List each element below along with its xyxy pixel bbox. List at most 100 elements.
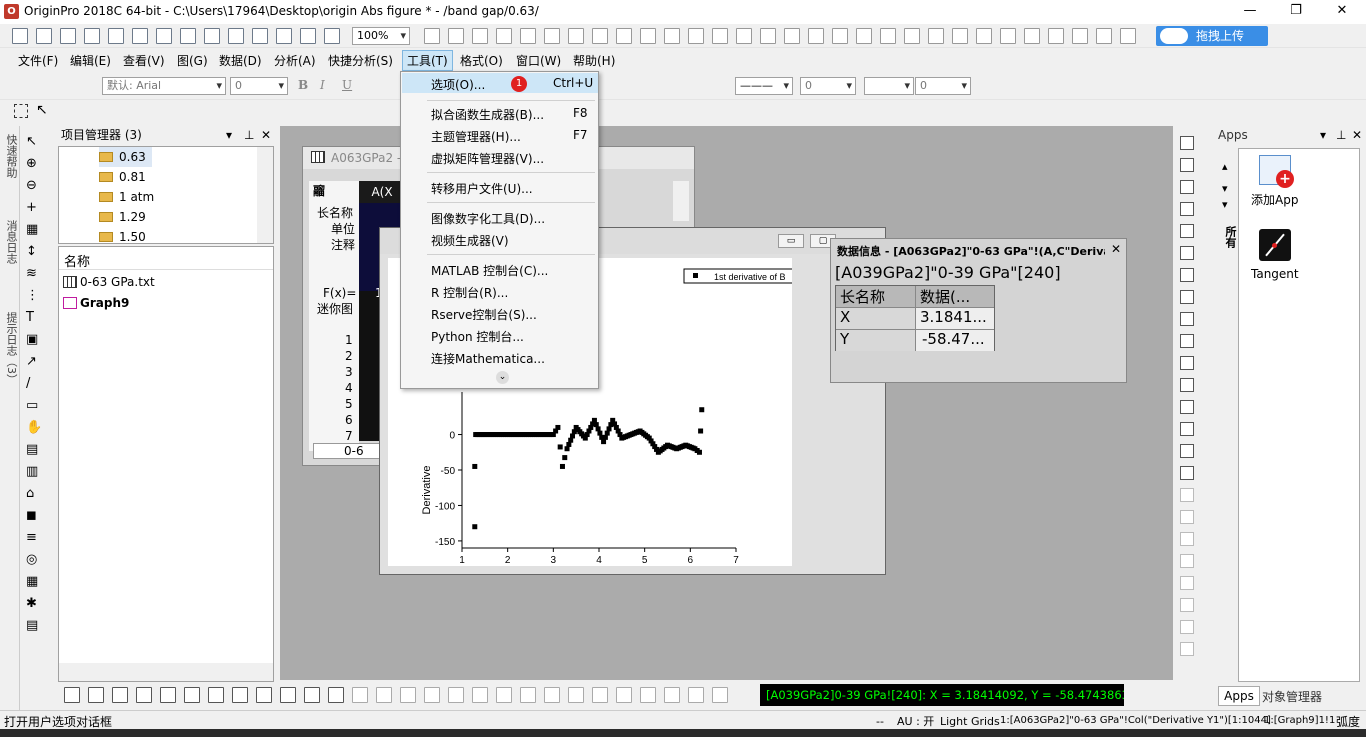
toolbar-button-icon[interactable] [616, 28, 632, 44]
toolbar-button-icon[interactable] [228, 28, 244, 44]
fill-value-select[interactable]: 0 [915, 77, 971, 95]
graph-tool-icon[interactable] [1180, 532, 1194, 546]
graph-tool-icon[interactable] [1180, 202, 1194, 216]
plot-type-icon[interactable] [400, 687, 416, 703]
menu-view[interactable]: 查看(V) [123, 54, 165, 68]
toolbar-button-icon[interactable] [180, 28, 196, 44]
apps-all-tab[interactable]: 所有 [1224, 226, 1237, 248]
toolbar-button-icon[interactable] [904, 28, 920, 44]
italic-icon[interactable]: I [320, 78, 325, 92]
toolbar-button-icon[interactable] [60, 28, 76, 44]
toolbar-button-icon[interactable] [108, 28, 124, 44]
minimize-button[interactable]: — [1243, 3, 1257, 18]
plot-type-icon[interactable] [616, 687, 632, 703]
pointer-icon[interactable]: ↖ [36, 102, 48, 118]
graph-tool-icon[interactable] [1180, 356, 1194, 370]
graph-tool-icon[interactable] [1180, 312, 1194, 326]
plot-type-icon[interactable] [640, 687, 656, 703]
expand-chevron-icon[interactable]: ⌄ [496, 371, 509, 384]
plot-type-icon[interactable] [448, 687, 464, 703]
plot-type-icon[interactable] [496, 687, 512, 703]
tool-icon[interactable]: T [26, 310, 34, 325]
font-size-select[interactable]: 0 [230, 77, 288, 95]
toolbar-button-icon[interactable] [1024, 28, 1040, 44]
plot-type-icon[interactable] [64, 687, 80, 703]
folder-item[interactable]: 1 atm [99, 187, 154, 207]
menu-graph[interactable]: 图(G) [177, 54, 208, 68]
graph-tool-icon[interactable] [1180, 334, 1194, 348]
menu-item-options[interactable]: 选项(O)... Ctrl+U [431, 76, 593, 93]
folder-item[interactable]: 1.29 [99, 207, 146, 227]
graph-tool-icon[interactable] [1180, 246, 1194, 260]
close-window-button[interactable]: ✕ [1336, 3, 1348, 18]
tab-apps[interactable]: Apps [1218, 686, 1260, 706]
scroll-end-icon[interactable]: ▾ [1222, 198, 1228, 211]
toolbar-button-icon[interactable] [520, 28, 536, 44]
tool-icon[interactable]: ✋ [26, 420, 43, 435]
tool-icon[interactable]: / [26, 376, 31, 391]
tool-icon[interactable]: ▭ [26, 398, 39, 413]
tool-icon[interactable]: ▥ [26, 464, 39, 479]
plot-type-icon[interactable] [184, 687, 200, 703]
menu-item-video-builder[interactable]: 视频生成器(V) [431, 234, 509, 248]
toolbar-button-icon[interactable] [324, 28, 340, 44]
toolbar-button-icon[interactable] [952, 28, 968, 44]
graph-tool-icon[interactable] [1180, 268, 1194, 282]
tool-icon[interactable]: ≋ [26, 266, 37, 281]
toolbar-button-icon[interactable] [1000, 28, 1016, 44]
add-app-icon[interactable]: + [1259, 155, 1294, 188]
plot-type-icon[interactable] [688, 687, 704, 703]
tool-icon[interactable]: ⊕ [26, 156, 37, 171]
menu-item-virtual-matrix[interactable]: 虚拟矩阵管理器(V)... [431, 152, 545, 166]
menu-item-digitizer[interactable]: 图像数字化工具(D)... [431, 212, 546, 226]
tool-icon[interactable]: ↕ [26, 244, 37, 259]
toolbar-button-icon[interactable] [880, 28, 896, 44]
plot-type-icon[interactable] [472, 687, 488, 703]
tangent-app-icon[interactable] [1259, 229, 1291, 261]
graph-tool-icon[interactable] [1180, 290, 1194, 304]
menu-edit[interactable]: 编辑(E) [70, 54, 111, 68]
toolbar-button-icon[interactable] [132, 28, 148, 44]
menu-analysis[interactable]: 分析(A) [274, 54, 316, 68]
graph-tool-icon[interactable] [1180, 444, 1194, 458]
tool-icon[interactable]: ▦ [26, 574, 39, 589]
graph-tool-icon[interactable] [1180, 510, 1194, 524]
menu-item-r-console[interactable]: R 控制台(R)... [431, 286, 509, 300]
toolbar-button-icon[interactable] [84, 28, 100, 44]
menu-item-python-console[interactable]: Python 控制台... [431, 330, 524, 344]
worksheet-scrollbar[interactable] [673, 181, 689, 221]
zoom-select[interactable]: 100% [352, 27, 410, 45]
plot-type-icon[interactable] [592, 687, 608, 703]
plot-type-icon[interactable] [568, 687, 584, 703]
sheet-tab[interactable]: 0-6 [313, 443, 383, 459]
toolbar-button-icon[interactable] [1120, 28, 1136, 44]
close-icon[interactable]: ✕ [1352, 128, 1363, 142]
toolbar-button-icon[interactable] [784, 28, 800, 44]
scroll-up-icon[interactable]: ▴ [1222, 160, 1228, 173]
toolbar-button-icon[interactable] [36, 28, 52, 44]
toolbar-button-icon[interactable] [976, 28, 992, 44]
toolbar-button-icon[interactable] [544, 28, 560, 44]
menu-quick-analysis[interactable]: 快捷分析(S) [328, 54, 393, 68]
tool-icon[interactable]: ▤ [26, 618, 39, 633]
plot-type-icon[interactable] [136, 687, 152, 703]
toolbar-button-icon[interactable] [592, 28, 608, 44]
toolbar-button-icon[interactable] [712, 28, 728, 44]
plot-type-icon[interactable] [664, 687, 680, 703]
close-icon[interactable]: ✕ [261, 128, 272, 142]
toolbar-button-icon[interactable] [688, 28, 704, 44]
plot-type-icon[interactable] [328, 687, 344, 703]
line-width-select[interactable]: 0 [800, 77, 856, 95]
message-log-tab[interactable]: 消息日志 [5, 220, 18, 264]
toolbar-button-icon[interactable] [1096, 28, 1112, 44]
graph-tool-icon[interactable] [1180, 378, 1194, 392]
file-item-graph[interactable]: Graph9 [63, 296, 129, 310]
tangent-app-label[interactable]: Tangent [1251, 267, 1299, 281]
plot-type-icon[interactable] [352, 687, 368, 703]
graph-tool-icon[interactable] [1180, 158, 1194, 172]
dropdown-icon[interactable]: ▾ [1320, 128, 1327, 142]
pin-icon[interactable]: ⊥ [244, 128, 255, 142]
toolbar-button-icon[interactable] [1072, 28, 1088, 44]
menu-item-fit-function[interactable]: 拟合函数生成器(B)... F8 [431, 106, 588, 123]
toolbar-button-icon[interactable] [448, 28, 464, 44]
